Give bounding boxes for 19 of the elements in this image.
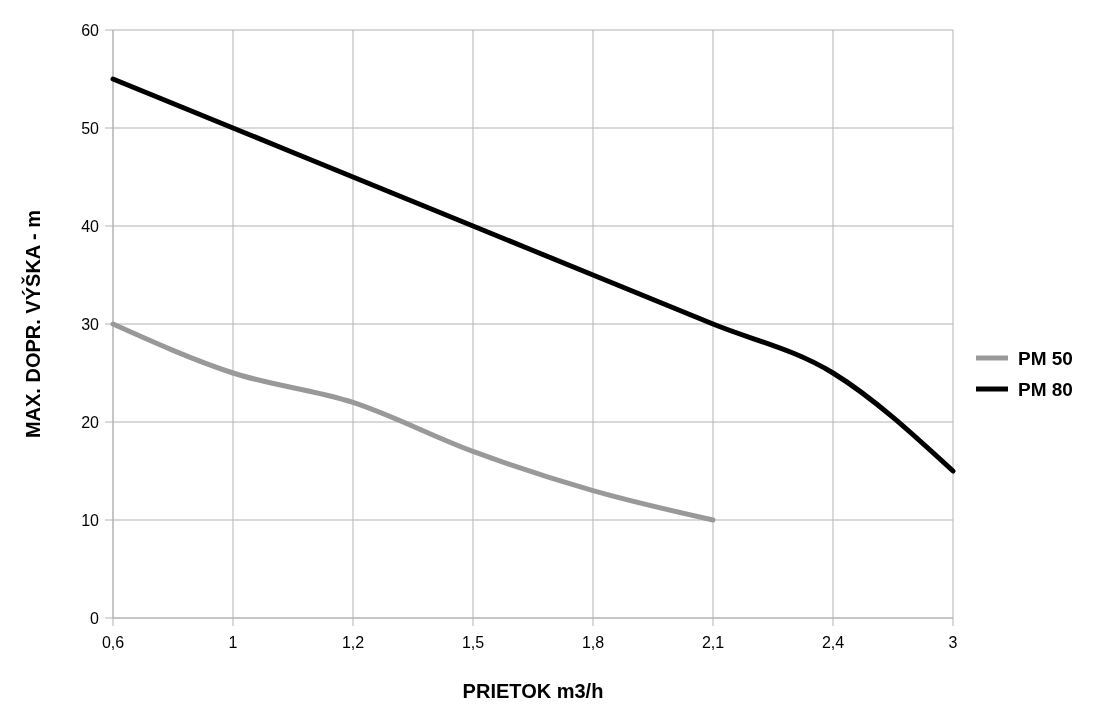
x-tick-label: 1,2 <box>341 634 365 651</box>
x-axis-title: PRIETOK m3/h <box>462 680 604 702</box>
y-tick-label: 20 <box>81 413 100 431</box>
y-tick-label: 30 <box>81 315 100 333</box>
y-axis-title: MAX. DOPR. VÝŠKA - m <box>21 209 44 439</box>
x-tick-label: 3 <box>948 634 958 651</box>
y-tick-label: 50 <box>81 119 100 137</box>
x-tick-label: 0,6 <box>101 634 125 651</box>
x-tick-label: 1,5 <box>461 634 485 651</box>
x-tick-label: 2,4 <box>821 634 845 651</box>
legend-label: PM 50 <box>1018 347 1073 369</box>
y-tick-label: 0 <box>90 609 100 627</box>
y-tick-label: 10 <box>81 511 100 529</box>
x-tick-label: 1 <box>228 634 238 651</box>
y-tick-label: 40 <box>81 217 100 235</box>
y-tick-label: 60 <box>81 21 100 39</box>
x-tick-label: 1,8 <box>581 634 605 651</box>
legend-label: PM 80 <box>1018 378 1073 400</box>
x-tick-label: 2,1 <box>701 634 725 651</box>
